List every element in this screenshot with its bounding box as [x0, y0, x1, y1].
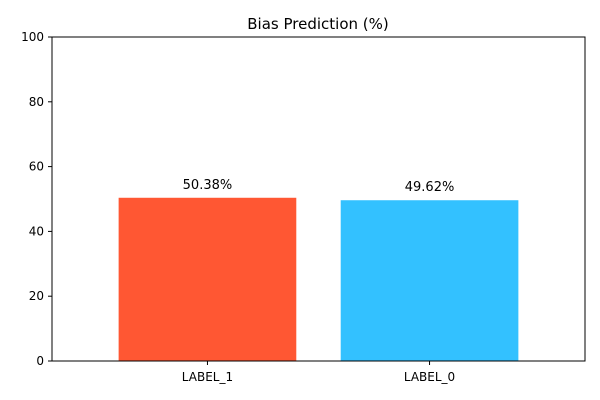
y-tick-label: 100: [21, 30, 44, 44]
bars-layer: [118, 197, 519, 361]
data-label-label-1: 50.38%: [183, 178, 233, 193]
x-tick-label: LABEL_1: [182, 370, 233, 384]
bar-label-0: [340, 200, 519, 361]
x-tick-label: LABEL_0: [404, 370, 455, 384]
y-tick-label: 60: [29, 160, 44, 174]
y-tick-label: 0: [36, 354, 44, 368]
y-tick-label: 80: [29, 95, 44, 109]
plot-frame: [51, 36, 586, 362]
y-tick-label: 40: [29, 224, 44, 238]
bar-label-1: [118, 197, 297, 361]
chart-title: Bias Prediction (%): [247, 15, 388, 33]
y-tick-label: 20: [29, 289, 44, 303]
data-labels-layer: 50.38% 49.62%: [183, 178, 455, 195]
axes-layer: LABEL_1 LABEL_0 0 20 40 60 80 100: [21, 30, 586, 384]
data-label-label-0: 49.62%: [405, 180, 455, 195]
